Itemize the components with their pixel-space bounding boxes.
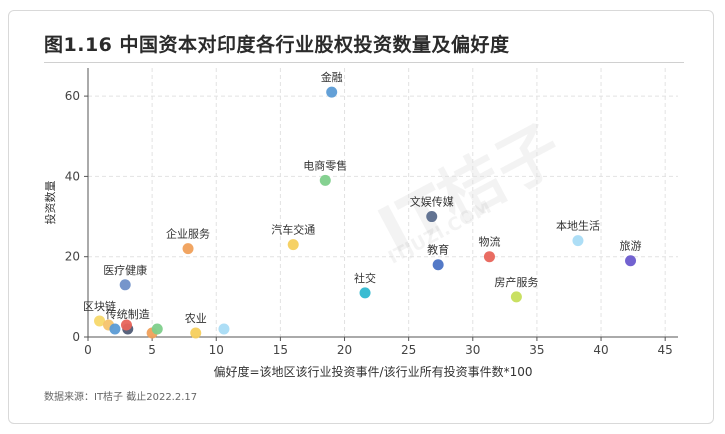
x-tick-label: 25 bbox=[401, 343, 416, 357]
data-label: 电商零售 bbox=[303, 158, 347, 172]
data-point bbox=[359, 287, 371, 299]
chart-card bbox=[8, 10, 714, 424]
title-divider bbox=[44, 62, 684, 63]
chart-title: 图1.16 中国资本对印度各行业股权投资数量及偏好度 bbox=[44, 34, 510, 56]
x-tick-label: 30 bbox=[465, 343, 480, 357]
data-label: 物流 bbox=[478, 235, 500, 249]
data-label: 区块链 bbox=[83, 299, 116, 313]
data-label: 汽车交通 bbox=[271, 223, 315, 237]
x-tick-label: 15 bbox=[273, 343, 288, 357]
data-label: 传统制造 bbox=[106, 307, 150, 321]
y-tick-label: 20 bbox=[65, 250, 80, 264]
data-point bbox=[287, 239, 299, 251]
data-point bbox=[94, 315, 106, 327]
data-label: 旅游 bbox=[620, 239, 642, 253]
data-point bbox=[109, 323, 121, 335]
data-label: 文娱传媒 bbox=[410, 195, 454, 209]
data-point bbox=[218, 323, 230, 335]
data-point bbox=[190, 327, 202, 339]
data-source-note: 数据来源：IT桔子 截止2022.2.17 bbox=[44, 392, 198, 403]
data-label: 金融 bbox=[321, 70, 343, 84]
y-tick-label: 60 bbox=[65, 89, 80, 103]
data-point bbox=[426, 211, 438, 223]
x-tick-label: 40 bbox=[593, 343, 608, 357]
x-tick-label: 45 bbox=[658, 343, 673, 357]
y-tick-label: 0 bbox=[72, 330, 80, 344]
y-tick-label: 40 bbox=[65, 169, 80, 183]
data-label: 本地生活 bbox=[556, 219, 600, 233]
data-point bbox=[120, 319, 132, 331]
y-axis-label: 投资数量 bbox=[43, 181, 57, 225]
data-point bbox=[326, 86, 338, 98]
data-point bbox=[625, 255, 637, 267]
x-axis-label: 偏好度=该地区该行业投资事件/该行业所有投资事件数*100 bbox=[213, 364, 532, 379]
data-point bbox=[182, 243, 194, 255]
data-label: 社交 bbox=[354, 271, 376, 285]
x-tick-label: 5 bbox=[148, 343, 156, 357]
data-label: 农业 bbox=[185, 311, 207, 325]
x-tick-label: 35 bbox=[529, 343, 544, 357]
data-point bbox=[432, 259, 444, 271]
data-point bbox=[119, 279, 131, 291]
x-tick-label: 0 bbox=[84, 343, 92, 357]
data-point bbox=[510, 291, 522, 303]
data-point bbox=[151, 323, 163, 335]
data-label: 教育 bbox=[427, 243, 449, 257]
data-label: 企业服务 bbox=[166, 227, 210, 241]
data-point bbox=[319, 174, 331, 186]
data-point bbox=[483, 251, 495, 263]
x-tick-label: 20 bbox=[337, 343, 352, 357]
data-label: 房产服务 bbox=[494, 275, 538, 289]
data-point bbox=[572, 235, 584, 247]
data-label: 医疗健康 bbox=[103, 263, 147, 277]
x-tick-label: 10 bbox=[209, 343, 224, 357]
